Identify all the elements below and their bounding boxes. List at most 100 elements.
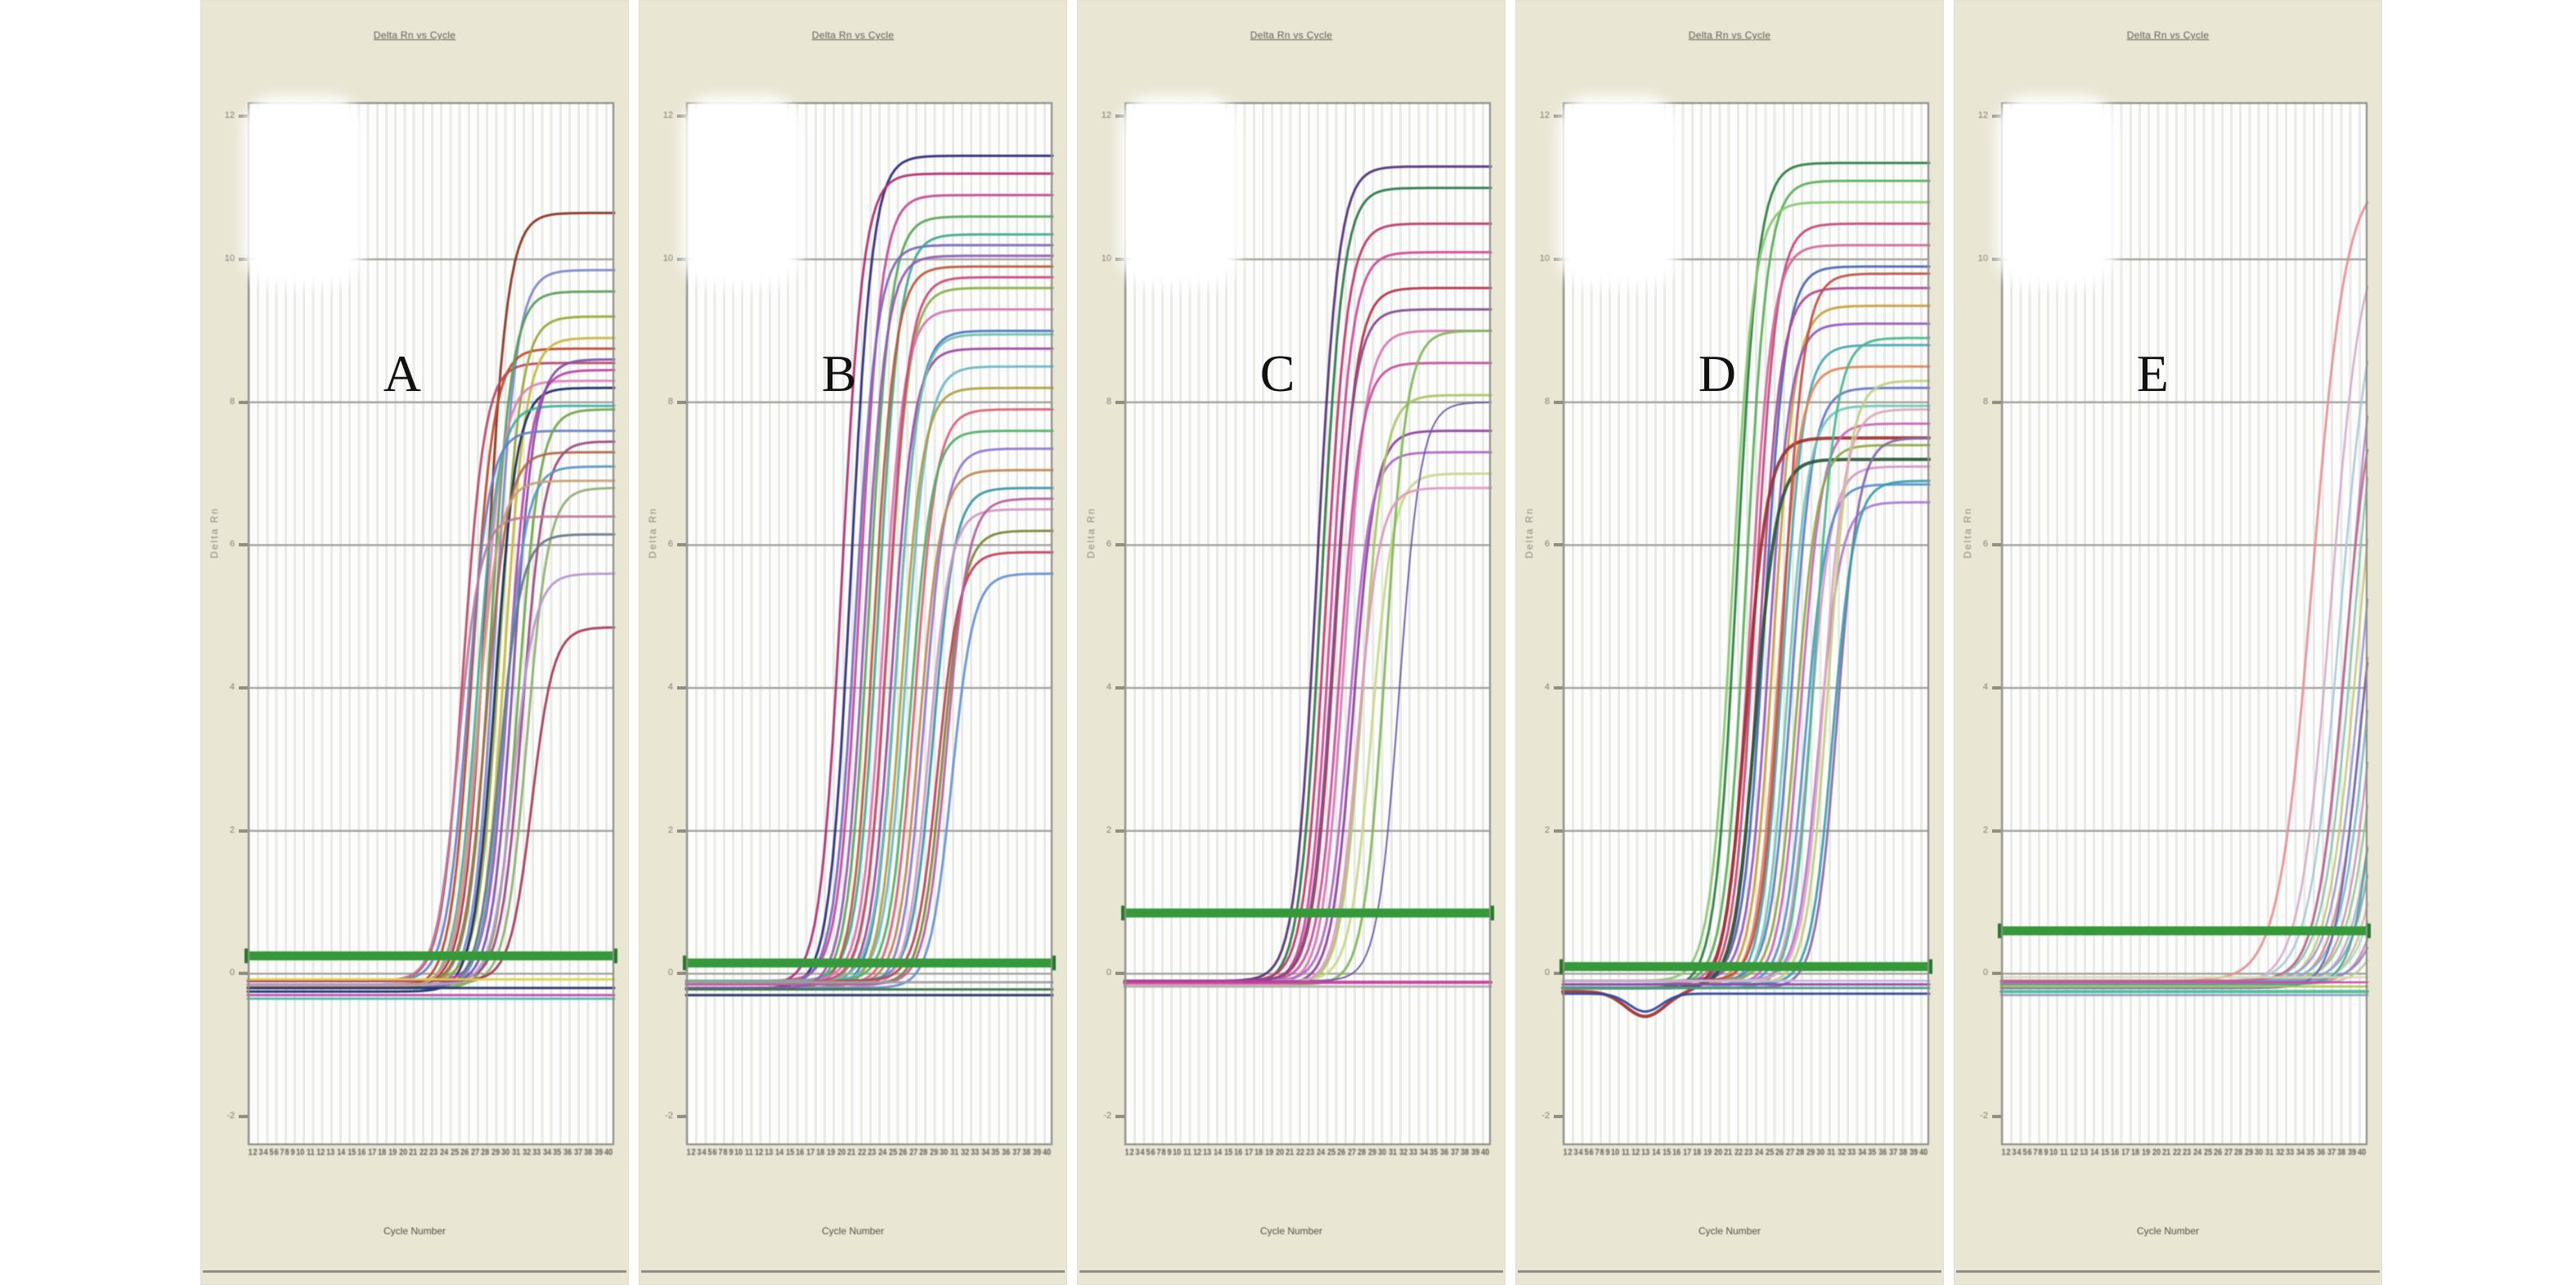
y-tick-label: 8 xyxy=(1982,396,1988,407)
amplification-curve xyxy=(1999,360,2369,982)
amplification-plot-svg xyxy=(1998,101,2371,1146)
x-tick-label: 15 xyxy=(785,1148,794,1157)
x-tick-label: 35 xyxy=(553,1148,562,1157)
x-tick-label: 19 xyxy=(2142,1148,2151,1157)
x-tick-label: 32 xyxy=(1837,1148,1846,1157)
x-tick-label: 18 xyxy=(378,1148,387,1157)
x-tick-label: 8 xyxy=(2038,1148,2043,1157)
amplification-curve xyxy=(684,497,1054,986)
plot-title: Delta Rn vs Cycle xyxy=(1688,29,1771,41)
amplification-curve xyxy=(1123,330,1492,986)
y-tick: 12 xyxy=(639,109,686,124)
x-tick-label: 7 xyxy=(280,1148,285,1157)
x-tick-label: 12 xyxy=(1631,1148,1640,1157)
amplification-curve xyxy=(246,572,616,986)
y-tick: 12 xyxy=(200,109,248,124)
plot-area: E xyxy=(1998,101,2371,1146)
y-tick-label: 0 xyxy=(1106,968,1111,978)
amplification-curve xyxy=(1999,662,2369,990)
y-axis-ticks: 12 10 8 6 4 2 0 -2 xyxy=(1077,102,1124,1145)
x-tick-label: 38 xyxy=(1461,1148,1470,1157)
y-tick-mark xyxy=(1992,258,2001,262)
y-tick-mark xyxy=(677,686,686,690)
x-tick-label: 26 xyxy=(899,1148,908,1157)
x-tick-label: 26 xyxy=(1337,1148,1346,1157)
y-tick-mark xyxy=(239,115,248,119)
x-axis-ticks: 1 2 3 4 5 6 7 8 9 10 11 12 13 14 15 16 17 18 19 20 21 22 23 24 2… xyxy=(248,1148,614,1175)
x-tick-label: 32 xyxy=(1398,1148,1407,1157)
x-tick-label: 1 xyxy=(1563,1148,1568,1157)
y-tick-mark xyxy=(239,543,248,547)
x-tick-label: 28 xyxy=(919,1148,928,1157)
y-tick-label: -2 xyxy=(1542,1111,1550,1121)
x-tick-label: 4 xyxy=(702,1148,707,1157)
panel-bottom-rule xyxy=(641,1270,1065,1273)
y-tick: 6 xyxy=(200,537,248,552)
y-tick-label: -2 xyxy=(1980,1111,1988,1121)
y-tick: 4 xyxy=(1077,681,1124,695)
amplification-curve xyxy=(246,386,616,993)
y-tick-label: 8 xyxy=(667,396,673,407)
y-tick-mark xyxy=(1554,115,1563,119)
threshold-handle-right xyxy=(1489,905,1494,921)
x-tick-label: 33 xyxy=(2286,1148,2295,1157)
x-tick-label: 14 xyxy=(337,1148,346,1157)
x-tick-label: 12 xyxy=(316,1148,325,1157)
threshold-line xyxy=(1999,926,2369,936)
y-tick-mark xyxy=(1992,1115,2001,1119)
y-tick-mark xyxy=(1554,400,1563,404)
x-tick-label: 40 xyxy=(604,1148,613,1157)
plot-area: A xyxy=(245,101,617,1146)
y-tick-label: 6 xyxy=(1982,539,1988,550)
x-tick-label: 36 xyxy=(563,1148,572,1157)
y-tick-label: 10 xyxy=(1101,254,1111,264)
x-tick-label: 17 xyxy=(1682,1148,1691,1157)
x-tick-label: 37 xyxy=(1012,1148,1021,1157)
x-tick-label: 11 xyxy=(2059,1148,2068,1157)
y-axis-ticks: 12 10 8 6 4 2 0 -2 xyxy=(200,102,248,1145)
x-axis-title: Cycle Number xyxy=(2136,1225,2200,1237)
y-tick-label: 6 xyxy=(1544,539,1550,550)
x-tick-label: 8 xyxy=(1600,1148,1604,1157)
y-tick: -2 xyxy=(1954,1109,2001,1124)
x-tick-label: 3 xyxy=(258,1148,263,1157)
x-tick-label: 4 xyxy=(2017,1148,2022,1157)
amplification-curve xyxy=(246,532,616,990)
y-tick: 10 xyxy=(639,252,686,267)
y-tick-mark xyxy=(1115,686,1124,690)
y-tick: 12 xyxy=(1077,109,1124,124)
x-tick-label: 27 xyxy=(1347,1148,1356,1157)
x-tick-label: 10 xyxy=(296,1148,305,1157)
x-tick-label: 3 xyxy=(1573,1148,1578,1157)
y-tick: -2 xyxy=(639,1109,686,1124)
y-tick-mark xyxy=(1115,972,1124,976)
x-tick-label: 35 xyxy=(1868,1148,1877,1157)
x-tick-label: 3 xyxy=(2012,1148,2017,1157)
y-tick-label: -2 xyxy=(1103,1111,1111,1121)
y-tick-mark xyxy=(239,686,248,690)
amplification-curve xyxy=(246,268,616,990)
x-axis-ticks: 1 2 3 4 5 6 7 8 9 10 11 12 13 14 15 16 17 18 19 20 21 22 23 24 2… xyxy=(1124,1148,1491,1175)
panel-letter: B xyxy=(821,344,857,402)
amplification-curve xyxy=(1123,308,1492,982)
x-tick-label: 33 xyxy=(971,1148,980,1157)
x-tick-label: 13 xyxy=(1203,1148,1212,1157)
x-tick-label: 25 xyxy=(1765,1148,1774,1157)
x-tick-label: 6 xyxy=(1151,1148,1156,1157)
x-tick-label: 30 xyxy=(501,1148,510,1157)
x-tick-label: 15 xyxy=(347,1148,356,1157)
x-tick-label: 12 xyxy=(1192,1148,1201,1157)
x-tick-label: 33 xyxy=(1847,1148,1856,1157)
y-tick-label: 4 xyxy=(229,682,235,693)
x-tick-label: 27 xyxy=(909,1148,918,1157)
plot-title: Delta Rn vs Cycle xyxy=(2126,29,2210,41)
x-tick-label: 9 xyxy=(290,1148,295,1157)
x-tick-label: 11 xyxy=(1183,1148,1192,1157)
x-tick-label: 7 xyxy=(1595,1148,1600,1157)
x-tick-label: 12 xyxy=(754,1148,763,1157)
x-tick-label: 17 xyxy=(367,1148,376,1157)
x-tick-label: 26 xyxy=(1775,1148,1784,1157)
x-tick-label: 40 xyxy=(2358,1148,2367,1157)
x-tick-label: 6 xyxy=(2027,1148,2032,1157)
y-tick: 2 xyxy=(1954,824,2001,838)
